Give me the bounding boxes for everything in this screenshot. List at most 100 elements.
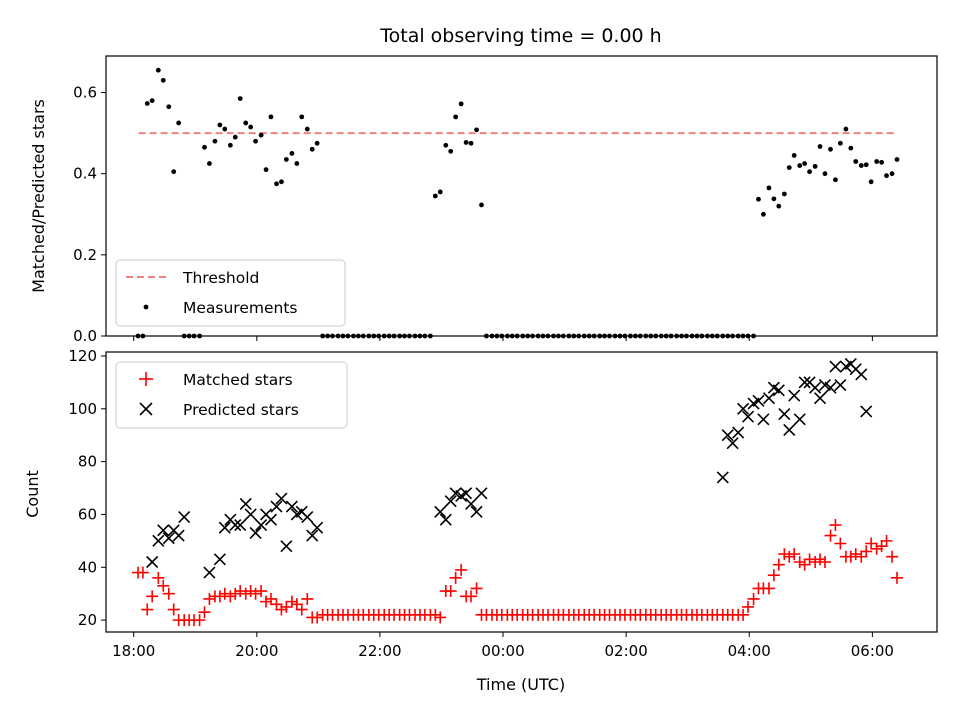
matched-stars-point (762, 582, 775, 595)
measurements-point (458, 101, 464, 107)
matched-stars-point (429, 608, 442, 621)
measurements-point (858, 163, 864, 168)
matched-legend-marker (139, 372, 153, 386)
predicted-stars-point (203, 566, 216, 579)
predicted-stars-point (829, 360, 842, 373)
predicted-stars-point (470, 505, 483, 518)
predicted-stars-point (285, 500, 298, 513)
counts-panel: 20 40 60 80 100 120 18:00 20:00 22:00 00:00 02:00… (23, 347, 938, 694)
measurements-point (868, 179, 874, 185)
measurements-point (468, 140, 474, 146)
measurements-point (791, 153, 797, 158)
measurements-point (232, 134, 238, 140)
predicted-stars-point (218, 521, 231, 534)
predicted-stars-point (249, 526, 262, 540)
matched-stars-point (141, 603, 154, 616)
counts-x-ticks: 18:00 20:00 22:00 00:00 02:00 04:00 06:00 (112, 632, 894, 660)
measurements-point (171, 169, 177, 175)
x-tick-label: 22:00 (358, 642, 401, 660)
counts-y-tick-label: 80 (78, 453, 97, 471)
counts-y-tick-label: 120 (68, 347, 97, 365)
measurements-point (155, 67, 161, 73)
predicted-stars-point (732, 426, 745, 439)
measurements-point (453, 114, 459, 120)
measurements-point (848, 145, 854, 151)
measurements-point (776, 203, 782, 209)
measurements-point (289, 150, 295, 156)
matched-stars-point (218, 587, 231, 600)
predicted-stars-point (460, 487, 473, 500)
predicted-stars-point (809, 381, 822, 394)
predicted-stars-point (762, 392, 776, 405)
predicted-stars-point (275, 492, 288, 505)
measurements-point (149, 98, 155, 104)
measurements-point (314, 140, 320, 146)
ratio-y-tick-label: 0.6 (73, 84, 97, 102)
predicted-stars-point (264, 513, 278, 526)
matched-stars-point (167, 603, 180, 616)
matched-stars-point (290, 598, 303, 611)
measurements-point (833, 177, 838, 183)
matched-stars-point (234, 585, 247, 598)
predicted-stars-point (737, 402, 750, 415)
predicted-stars-point (162, 532, 175, 545)
ratio-legend: Threshold Measurements (115, 259, 346, 327)
predicted-stars-point (464, 497, 478, 510)
ratio-x-ticks (133, 336, 873, 341)
predicted-stars-point (716, 471, 729, 484)
predicted-stars-point (834, 378, 847, 392)
predicted-stars-point (788, 389, 801, 402)
measurements-point (166, 104, 172, 110)
measurements-legend-marker (143, 304, 149, 310)
counts-axes-frame (105, 351, 938, 633)
matched-stars-point (224, 590, 237, 603)
predicted-stars-point (798, 376, 811, 389)
ratio-y-tick-label: 0.2 (73, 246, 97, 264)
matched-stars-point (229, 587, 242, 600)
matched-stars-point (275, 603, 288, 616)
measurements-point (879, 159, 884, 165)
matched-stars-point (152, 571, 165, 584)
matched-stars-point (772, 558, 785, 571)
measurements-point (786, 165, 792, 170)
measurements-legend-label: Measurements (183, 299, 298, 317)
predicted-stars-point (434, 505, 447, 518)
matched-stars-point (849, 548, 862, 561)
ratio-y-axis-label: Matched/Predicted stars (29, 99, 48, 293)
counts-plot-area (132, 358, 903, 627)
measurements-point (304, 126, 310, 132)
measurements-point (837, 140, 843, 146)
matched-stars-point (434, 611, 447, 624)
x-tick-label: 02:00 (605, 642, 648, 660)
measurements-point (448, 148, 454, 154)
measurements-point (237, 96, 243, 102)
matched-stars-point (470, 582, 483, 595)
matched-stars-point (890, 571, 903, 584)
matched-stars-point (747, 592, 760, 605)
ratio-panel: 0.0 0.2 0.4 0.6 Matched/Predicted stars Thr… (29, 55, 938, 345)
predicted-legend-label: Predicted stars (183, 401, 299, 419)
measurements-point (253, 138, 258, 144)
measurements-point (243, 120, 249, 126)
matched-stars-point (865, 537, 878, 550)
measurements-point (781, 191, 787, 197)
ratio-legend-box (115, 259, 346, 327)
measurements-point (761, 211, 766, 217)
measurements-point (227, 142, 233, 148)
measurements-point (217, 122, 223, 128)
matched-stars-point (244, 585, 257, 598)
predicted-stars-point (741, 410, 755, 423)
matched-stars-point (818, 556, 831, 568)
measurements-point (479, 202, 484, 208)
predicted-stars-point (229, 518, 242, 532)
measurements-point (274, 181, 279, 187)
measurements-point (268, 114, 274, 120)
matched-stars-point (814, 553, 827, 566)
measurements-point (797, 163, 803, 168)
matched-stars-point (737, 608, 750, 621)
chart-title: Total observing time = 0.00 h (379, 25, 661, 47)
measurements-point (894, 157, 900, 162)
predicted-stars-point (757, 413, 770, 426)
